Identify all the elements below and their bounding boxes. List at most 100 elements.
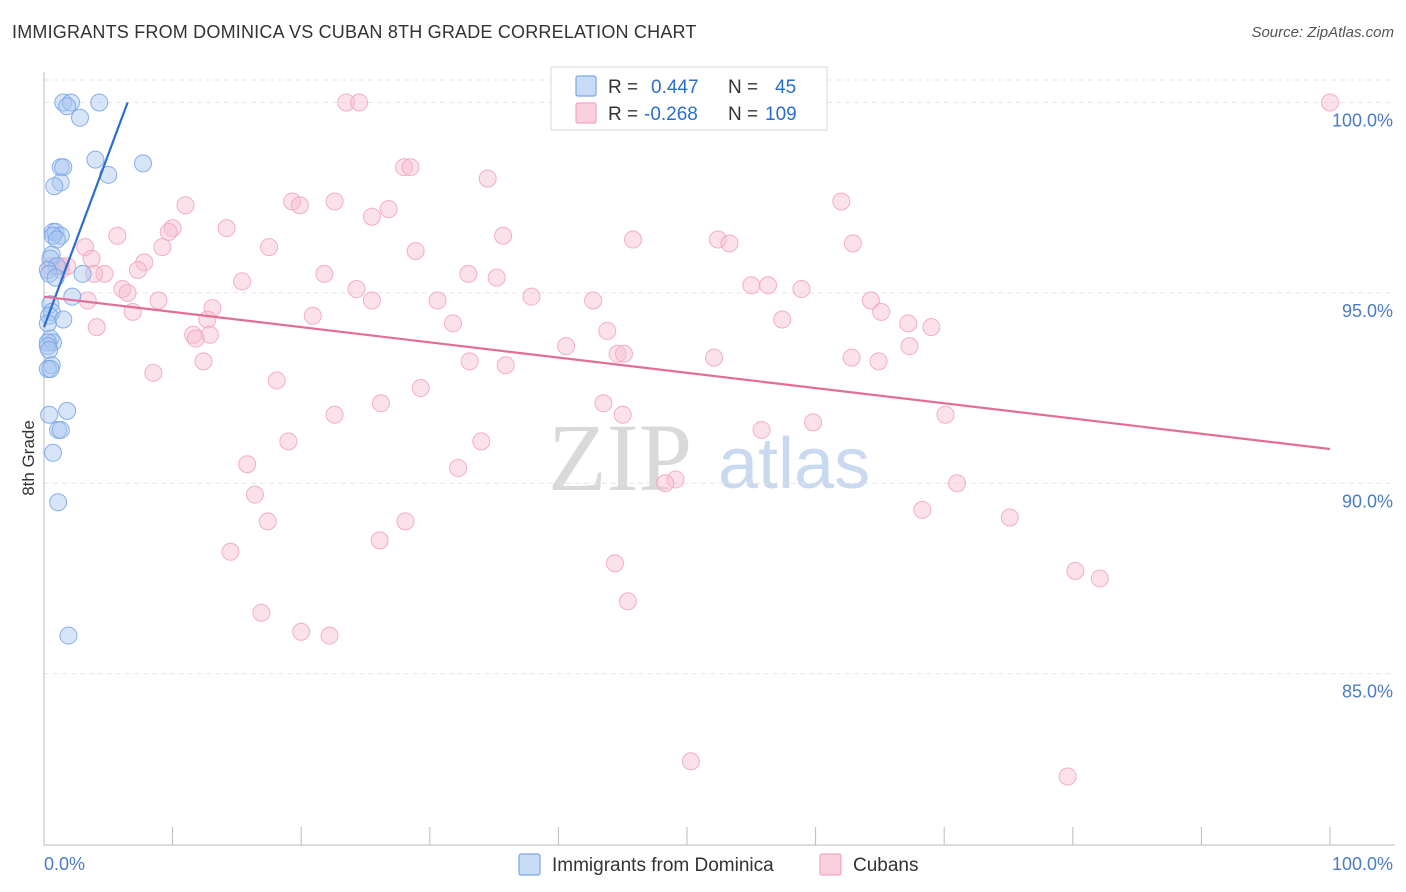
stats-legend-box: [550, 66, 828, 131]
cubans-point: [144, 363, 163, 382]
cubans-point: [233, 272, 252, 291]
cubans-point: [135, 253, 154, 272]
cubans-point: [623, 230, 642, 249]
cubans-point: [742, 276, 761, 295]
cubans-point: [861, 291, 880, 310]
cubans-point: [618, 592, 637, 611]
cubans-point: [379, 200, 398, 219]
cubans-point: [522, 287, 541, 306]
cubans-point: [350, 93, 369, 112]
cubans-point: [258, 512, 277, 531]
cubans-point: [245, 485, 264, 504]
cubans-point: [449, 459, 468, 478]
dominica-point: [86, 150, 105, 169]
dominica-point: [40, 405, 59, 424]
cubans-point: [681, 752, 700, 771]
cubans-point: [362, 207, 381, 226]
y-axis-title: 8th Grade: [19, 420, 38, 496]
cubans-point: [128, 261, 147, 280]
cubans-point: [487, 268, 506, 287]
cubans-point: [656, 474, 675, 493]
cubans-point: [395, 158, 414, 177]
dominica-point: [59, 626, 78, 645]
cubans-point: [411, 379, 430, 398]
stats-n-value-blue: 45: [775, 77, 796, 98]
cubans-point: [614, 344, 633, 363]
cubans-point: [594, 394, 613, 413]
cubans-point: [842, 348, 861, 367]
dominica-point: [40, 340, 59, 359]
cubans-point: [303, 306, 322, 325]
cubans-point: [584, 291, 603, 310]
dominica-point: [58, 401, 77, 420]
cubans-point: [108, 226, 127, 245]
cubans-point: [406, 241, 425, 260]
cubans-point: [478, 169, 497, 188]
cubans-point: [872, 302, 891, 321]
cubans-point: [396, 512, 415, 531]
cubans-point: [217, 219, 236, 238]
cubans-point: [292, 622, 311, 641]
dominica-point: [49, 493, 68, 512]
cubans-point: [1321, 93, 1339, 112]
stats-n-label-blue: N =: [728, 77, 758, 98]
cubans-point: [832, 192, 851, 211]
cubans-point: [290, 196, 309, 215]
cubans-point: [186, 329, 205, 348]
cubans-point: [460, 352, 479, 371]
dominica-point: [58, 97, 77, 116]
dominica-point: [45, 177, 64, 196]
y-tick-label-90: 90.0%: [1342, 491, 1393, 511]
dominica-point: [54, 310, 73, 329]
cubans-point: [428, 291, 447, 310]
cubans-point: [705, 348, 724, 367]
dominica-point: [63, 287, 82, 306]
cubans-point: [1066, 561, 1085, 580]
cubans-point: [401, 158, 420, 177]
cubans-point: [159, 222, 178, 241]
chart-source: Source: ZipAtlas.com: [1251, 24, 1394, 41]
stats-legend: R = 0.447 N = 45 R = -0.268 N = 109: [550, 66, 828, 131]
cubans-point: [95, 264, 114, 283]
cubans-point: [1058, 767, 1077, 786]
cubans-points: [41, 93, 1339, 786]
cubans-point: [843, 234, 862, 253]
cubans-point: [149, 291, 168, 310]
dominica-point: [134, 154, 153, 173]
y-tick-label-85: 85.0%: [1342, 682, 1393, 702]
cubans-point: [118, 283, 137, 302]
dominica-points: [38, 93, 153, 645]
x-tick-label-min: 0.0%: [44, 854, 85, 874]
stats-r-value-pink: -0.268: [644, 104, 698, 125]
dominica-point: [71, 108, 90, 127]
watermark: ZIP atlas: [548, 404, 870, 511]
cubans-point: [337, 93, 356, 112]
cubans-point: [82, 249, 101, 268]
cubans-point: [948, 474, 967, 493]
cubans-point: [496, 356, 515, 375]
cubans-point: [720, 234, 739, 253]
legend-label-cubans: Cubans: [853, 855, 919, 876]
cubans-point: [494, 226, 513, 245]
dominica-point: [41, 360, 60, 379]
cubans-point: [87, 318, 106, 337]
cubans-point: [347, 280, 366, 299]
cubans-point: [936, 405, 955, 424]
legend-label-dominica: Immigrants from Dominica: [552, 855, 774, 876]
bottom-legend: Immigrants from Dominica Cubans: [518, 853, 919, 876]
cubans-point: [153, 238, 172, 257]
cubans-point: [899, 314, 918, 333]
y-tick-labels: 85.0% 90.0% 95.0% 100.0%: [1332, 110, 1393, 701]
stats-r-label-pink: R =: [608, 104, 638, 125]
cubans-point: [472, 432, 491, 451]
stats-swatch-pink: [575, 102, 597, 124]
cubans-point: [238, 455, 257, 474]
cubans-point: [1000, 508, 1019, 527]
cubans-point: [708, 230, 727, 249]
cubans-point: [221, 542, 240, 561]
dominica-point: [47, 230, 66, 249]
cubans-point: [598, 321, 617, 340]
watermark-zip: ZIP: [548, 404, 692, 511]
cubans-point: [900, 337, 919, 356]
